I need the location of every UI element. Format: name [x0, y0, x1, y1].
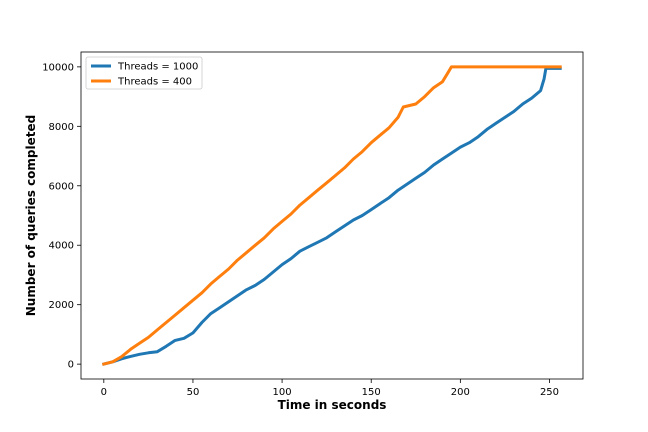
- x-tick-label: 100: [273, 387, 292, 398]
- y-tick-label: 6000: [49, 181, 74, 192]
- y-tick-label: 8000: [49, 122, 74, 133]
- plot-frame: [80, 51, 584, 380]
- y-axis: 0 2000 4000 6000 8000 10000: [42, 62, 81, 371]
- legend-box: [85, 56, 203, 90]
- series-line-threads-1000: [101, 66, 562, 366]
- y-tick-label: 0: [68, 360, 74, 371]
- x-tick-label: 50: [187, 387, 200, 398]
- y-tick-label: 2000: [49, 300, 74, 311]
- y-tick-label: 10000: [42, 62, 74, 73]
- x-tick-label: 200: [451, 387, 470, 398]
- legend: Threads = 1000 Threads = 400: [85, 56, 203, 90]
- x-tick-label: 150: [362, 387, 381, 398]
- series-line-threads-400: [101, 65, 562, 366]
- x-tick-label: 250: [540, 387, 559, 398]
- y-axis-title: Number of queries completed: [24, 115, 38, 317]
- legend-label-threads-1000: Threads = 1000: [117, 62, 198, 73]
- x-axis-title: Time in seconds: [278, 398, 387, 412]
- x-tick-label: 0: [101, 387, 107, 398]
- legend-label-threads-400: Threads = 400: [117, 77, 192, 88]
- x-axis: 0 50 100 150 200 250: [101, 379, 559, 398]
- plot-lines: [101, 65, 562, 366]
- y-tick-label: 4000: [49, 241, 74, 252]
